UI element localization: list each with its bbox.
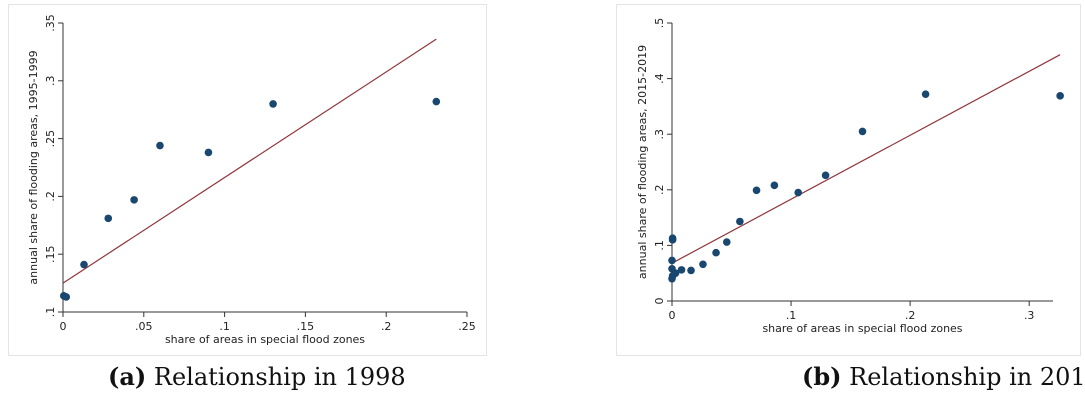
data-point — [269, 100, 277, 108]
data-point — [130, 196, 138, 204]
y-tick-label: .1 — [653, 240, 666, 251]
data-point — [432, 97, 441, 106]
data-point — [677, 266, 686, 274]
data-point — [1056, 92, 1064, 100]
data-point — [770, 181, 779, 190]
caption-a-text: Relationship in 1998 — [153, 363, 406, 391]
fit-line — [62, 38, 437, 284]
caption-b-text: Relationship in 2018 — [849, 363, 1085, 391]
caption-a-tag: (a) — [108, 362, 147, 391]
y-tick-label: .5 — [653, 18, 666, 29]
chart-frame-b: 0 .1 .2 .3 0 .1 .2 .3 .4 .5 share of areas in spec… — [616, 4, 1081, 356]
caption-b-tag: (b) — [802, 362, 842, 391]
data-point — [722, 238, 731, 246]
data-point — [671, 269, 680, 278]
y-tick-label: .2 — [44, 191, 57, 202]
y-tick-label: .4 — [653, 73, 666, 84]
data-point — [794, 188, 803, 197]
data-point — [921, 90, 930, 98]
y-axis-label: annual share of flooding areas, 1995-199… — [27, 50, 40, 284]
x-tick-label: .25 — [458, 320, 476, 333]
y-tick-label: .15 — [44, 245, 57, 263]
x-tick-label: .3 — [1024, 309, 1035, 322]
x-axis-label: share of areas in special flood zones — [762, 322, 962, 335]
data-point — [858, 127, 867, 136]
data-point — [736, 217, 744, 226]
data-point — [752, 186, 761, 195]
data-point — [62, 293, 71, 301]
scatter-chart-a: 0 .05 .1 .15 .2 .25 .1 .15 .2 .25 .3 .35 share of ar… — [27, 14, 476, 346]
x-tick-label: .2 — [905, 309, 916, 322]
caption-b: (b) Relationship in 2018 — [802, 362, 1085, 391]
data-point — [104, 214, 113, 223]
data-point — [204, 148, 213, 157]
x-axis-label: share of areas in special flood zones — [165, 333, 365, 346]
scatter-chart-b: 0 .1 .2 .3 0 .1 .2 .3 .4 .5 share of areas in spec… — [636, 18, 1064, 335]
y-tick-label: .3 — [44, 76, 57, 87]
data-point — [687, 266, 695, 275]
x-tick-label: 0 — [669, 309, 676, 322]
x-tick-label: 0 — [60, 320, 67, 333]
caption-a: (a) Relationship in 1998 — [108, 362, 406, 391]
x-tick-label: .15 — [297, 320, 315, 333]
x-tick-label: .05 — [135, 320, 153, 333]
data-point — [156, 141, 164, 150]
y-axis-label: annual share of flooding areas, 2015-201… — [636, 45, 649, 279]
y-tick-label: .3 — [653, 129, 666, 140]
y-tick-label: 0 — [653, 298, 666, 305]
data-point — [80, 260, 88, 269]
fit-line — [671, 54, 1061, 264]
x-tick-label: .1 — [219, 320, 230, 333]
y-tick-label: .25 — [44, 130, 57, 148]
data-point — [699, 260, 707, 269]
data-point — [668, 234, 677, 242]
data-point — [668, 256, 676, 265]
y-tick-label: .2 — [653, 185, 666, 196]
chart-frame-a: 0 .05 .1 .15 .2 .25 .1 .15 .2 .25 .3 .35 share of ar… — [8, 4, 487, 356]
y-tick-label: .1 — [44, 307, 57, 318]
x-tick-label: .1 — [786, 309, 797, 322]
y-tick-label: .35 — [44, 14, 57, 32]
data-point — [712, 248, 720, 257]
x-tick-label: .2 — [381, 320, 392, 333]
data-point — [821, 171, 830, 180]
